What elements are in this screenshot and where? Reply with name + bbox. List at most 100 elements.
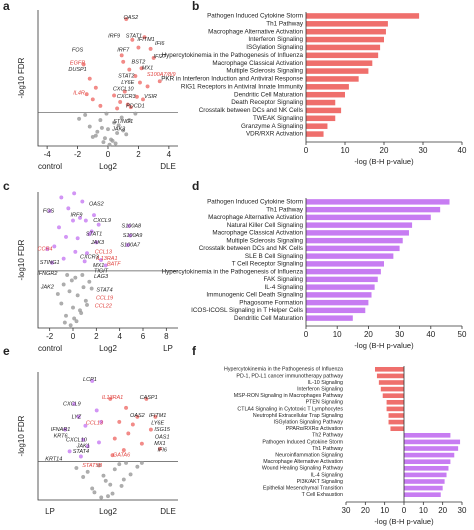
x-tick-label: 20 — [380, 146, 389, 155]
gene-label: STAT2 — [118, 74, 134, 80]
point — [128, 105, 133, 110]
gene-label: STAT1 — [86, 232, 102, 238]
point — [141, 97, 145, 102]
point — [81, 475, 86, 479]
bar — [306, 13, 420, 19]
gene-label: MX1 — [93, 263, 104, 269]
x-tick-label: 0 — [71, 332, 76, 341]
category-label: Neutrophil Extracellular Trap Signaling — [253, 413, 343, 419]
point — [117, 462, 122, 467]
panel-label: b — [192, 0, 199, 13]
point — [74, 466, 79, 470]
point — [55, 292, 60, 296]
panel-label: d — [192, 179, 199, 193]
point — [84, 92, 89, 97]
axes — [37, 372, 178, 501]
category-label: PD-1, PD-L1 cancer immunotherapy pathway — [236, 373, 343, 379]
bar — [376, 373, 404, 379]
category-label: Pathogen Induced Cytokine Storm — [207, 199, 303, 206]
point — [99, 495, 104, 500]
point — [67, 289, 72, 294]
gene-label: MX1 — [142, 66, 153, 72]
point — [101, 140, 106, 145]
x-axis-label: Log2 — [99, 344, 117, 353]
bar — [404, 479, 445, 484]
point — [90, 97, 95, 102]
bar — [404, 446, 459, 451]
gene-label: OAS2 — [123, 15, 138, 21]
bar — [306, 253, 394, 259]
gene-label: CCR4 — [38, 247, 53, 253]
gene-label: EGFR — [70, 61, 85, 67]
bar — [306, 230, 409, 236]
gene-label: PDCD1 — [126, 103, 145, 109]
point — [144, 396, 149, 401]
point — [97, 463, 101, 468]
point — [89, 286, 94, 291]
point — [61, 282, 66, 287]
gene-label: ISG15 — [154, 427, 171, 433]
category-label: Crosstalk between DCs and NK Cells — [199, 107, 303, 114]
point — [101, 473, 106, 478]
point — [66, 206, 71, 211]
gene-label: IFNAR1 — [51, 427, 71, 433]
x-tick-label: 6 — [141, 332, 146, 341]
category-label: Multiple Sclerosis Signaling — [226, 237, 303, 244]
point — [64, 234, 68, 239]
point — [87, 279, 92, 284]
axes — [37, 192, 178, 329]
category-label: FAK Signaling — [263, 276, 303, 283]
point — [78, 215, 82, 220]
bar — [306, 84, 349, 90]
category-label: Pathogen Induced Cytokine Storm — [207, 13, 303, 20]
bar — [404, 459, 451, 465]
point — [63, 427, 68, 432]
bar — [388, 413, 404, 418]
category-label: Phagosome Formation — [239, 299, 303, 306]
gene-label: CXCL10 — [66, 437, 88, 443]
gene-label: KRT6 — [54, 433, 69, 439]
x-tick-label: 4 — [167, 150, 172, 159]
point — [98, 118, 103, 123]
bar — [382, 393, 404, 399]
gene-label: OAS2 — [130, 413, 145, 419]
bar — [306, 307, 366, 314]
point — [95, 129, 100, 134]
x-tick-label: 0 — [106, 150, 111, 159]
bar — [306, 292, 372, 298]
bar — [306, 68, 369, 74]
point — [64, 313, 68, 318]
point — [151, 55, 156, 60]
category-label: SLE B Cell Signaling — [245, 253, 304, 260]
point — [87, 76, 92, 81]
point — [121, 128, 126, 133]
category-label: Th1 Pathway — [266, 206, 304, 213]
point — [112, 93, 117, 98]
gene-label: STAT4 — [73, 449, 89, 455]
bar — [306, 299, 369, 306]
point — [133, 111, 138, 116]
panel-label: e — [3, 344, 10, 358]
point — [76, 414, 81, 419]
point — [142, 35, 147, 40]
point — [90, 134, 95, 139]
point — [119, 483, 124, 488]
category-label: VDR/RXR Activation — [246, 131, 304, 138]
gene-label: CXCL9 — [93, 218, 111, 224]
panel-label: a — [3, 0, 10, 13]
point — [72, 402, 77, 406]
point — [92, 213, 96, 218]
point — [72, 191, 77, 196]
bar — [306, 222, 413, 228]
point — [78, 454, 83, 459]
bar — [306, 52, 379, 59]
point — [75, 236, 80, 241]
bar — [404, 492, 441, 498]
x-tick-label: 20 — [364, 330, 373, 339]
bar — [306, 237, 403, 244]
point — [121, 477, 126, 482]
axes — [37, 10, 178, 147]
left-group-label: LP — [45, 507, 55, 516]
y-axis-label: -log10 FDR — [17, 57, 26, 98]
point — [157, 446, 162, 451]
